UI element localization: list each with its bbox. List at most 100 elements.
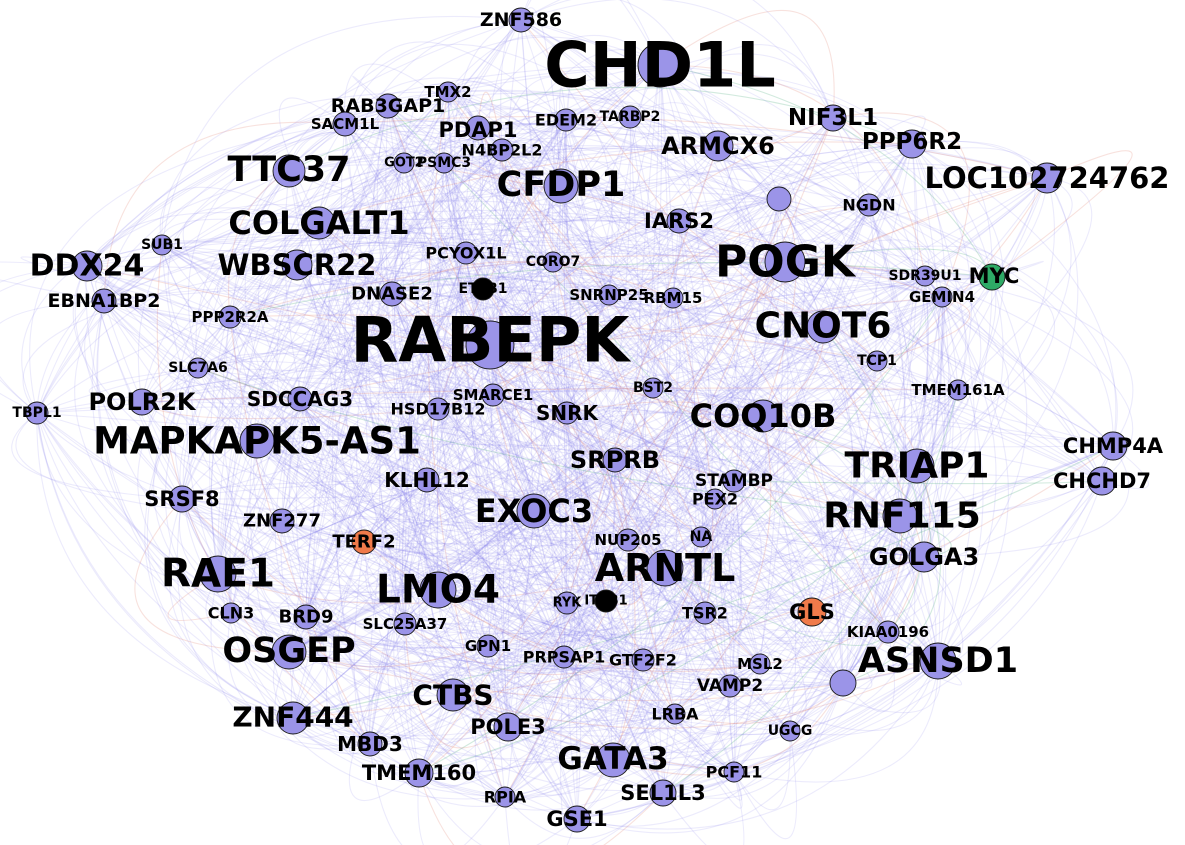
node-ngdn[interactable]: [857, 193, 881, 217]
node-sdr39u1[interactable]: [914, 265, 936, 287]
node-cln3[interactable]: [220, 602, 242, 624]
edge: [144, 367, 294, 719]
node-rab3gap1[interactable]: [375, 93, 401, 119]
node-wbscr22[interactable]: [281, 249, 313, 281]
node-psmc3[interactable]: [433, 152, 455, 174]
node-nup205[interactable]: [616, 528, 640, 552]
node-snrnp25[interactable]: [598, 284, 620, 306]
node-tmem161a[interactable]: [947, 379, 969, 401]
node-gls[interactable]: [797, 597, 827, 627]
node-tmem160[interactable]: [404, 758, 434, 788]
node-dnase2[interactable]: [379, 281, 405, 307]
node-ryk[interactable]: [555, 591, 579, 615]
node-triap1[interactable]: [899, 448, 935, 484]
edge: [288, 261, 554, 653]
node-mapkapk5-as1[interactable]: [239, 423, 275, 459]
edge: [305, 539, 629, 625]
node-smarce1[interactable]: [481, 383, 505, 407]
node-bst2[interactable]: [642, 377, 664, 399]
node-vamp2[interactable]: [718, 674, 742, 698]
node-kiaa0196[interactable]: [876, 620, 900, 644]
node-rbm15[interactable]: [662, 287, 684, 309]
node-pex2[interactable]: [704, 488, 726, 510]
node-terf2[interactable]: [351, 529, 377, 555]
node-znf277[interactable]: [269, 508, 295, 534]
node-srprb[interactable]: [602, 447, 628, 473]
node-gtf2f2[interactable]: [631, 648, 655, 672]
node-edem2[interactable]: [554, 108, 578, 132]
node-brd9[interactable]: [293, 604, 319, 630]
node-ttc37[interactable]: [272, 154, 306, 188]
node-itgb1[interactable]: [594, 589, 618, 613]
node-coro7[interactable]: [542, 251, 564, 273]
node-armcx6[interactable]: [702, 130, 734, 162]
node-znf444[interactable]: [276, 701, 310, 735]
node-tcp1[interactable]: [866, 350, 888, 372]
node-arntl[interactable]: [646, 549, 684, 587]
node-unlabeled[interactable]: [766, 186, 792, 212]
node-n4bp2l2[interactable]: [490, 138, 514, 162]
node-coq10b[interactable]: [746, 399, 780, 433]
node-pole3[interactable]: [493, 712, 523, 742]
node-osgep[interactable]: [271, 634, 307, 670]
node-gemin4[interactable]: [931, 286, 953, 308]
node-unlabeled[interactable]: [829, 669, 857, 697]
edge: [36, 412, 666, 569]
node-loc102724762[interactable]: [1031, 162, 1063, 194]
node-myc[interactable]: [978, 263, 1006, 291]
node-ppp2r2a[interactable]: [218, 305, 242, 329]
node-chchd7[interactable]: [1087, 466, 1117, 496]
node-na[interactable]: [690, 526, 712, 548]
node-prpsap1[interactable]: [552, 645, 576, 669]
node-lmo4[interactable]: [419, 571, 457, 609]
node-polr2k[interactable]: [128, 388, 156, 416]
node-cnot6[interactable]: [806, 310, 840, 344]
node-rae1[interactable]: [199, 555, 237, 593]
node-znf586[interactable]: [508, 7, 534, 33]
node-rabepk[interactable]: [465, 320, 515, 370]
node-colgalt1[interactable]: [302, 206, 336, 240]
node-ppp6r2[interactable]: [897, 129, 927, 159]
node-chd1l[interactable]: [637, 42, 683, 88]
node-pcyox1l[interactable]: [454, 241, 478, 265]
node-ctbs[interactable]: [436, 678, 470, 712]
node-nif3l1[interactable]: [819, 104, 847, 132]
node-msl2[interactable]: [749, 653, 771, 675]
node-ddx24[interactable]: [71, 250, 103, 282]
node-golga3[interactable]: [908, 541, 940, 573]
node-lrba[interactable]: [664, 703, 686, 725]
node-gata3[interactable]: [595, 742, 631, 778]
node-slc25a37[interactable]: [393, 612, 417, 636]
node-tarbp2[interactable]: [618, 105, 642, 129]
node-gpn1[interactable]: [476, 634, 500, 658]
node-etfb1[interactable]: [471, 277, 495, 301]
node-slc7a6[interactable]: [187, 357, 209, 379]
node-sdccag3[interactable]: [287, 386, 313, 412]
node-tsr2[interactable]: [693, 601, 717, 625]
node-cfdp1[interactable]: [543, 168, 579, 204]
node-pogk[interactable]: [764, 241, 806, 283]
node-sub1[interactable]: [151, 234, 173, 256]
node-mbd3[interactable]: [357, 731, 383, 757]
node-ugcg[interactable]: [779, 720, 801, 742]
node-exoc3[interactable]: [516, 493, 552, 529]
node-pdap1[interactable]: [465, 115, 491, 141]
node-sacm1l[interactable]: [332, 111, 358, 137]
node-sel1l3[interactable]: [649, 779, 677, 807]
node-pcf11[interactable]: [723, 761, 745, 783]
node-tbpl1[interactable]: [25, 401, 49, 425]
node-stambp[interactable]: [722, 469, 746, 493]
node-snrk[interactable]: [555, 401, 579, 425]
node-srsf8[interactable]: [168, 485, 196, 513]
node-gse1[interactable]: [563, 805, 591, 833]
node-rnf115[interactable]: [882, 498, 918, 534]
node-tmx2[interactable]: [437, 81, 459, 103]
node-got2[interactable]: [393, 152, 415, 174]
node-rpia[interactable]: [494, 786, 516, 808]
node-asnsd1[interactable]: [919, 642, 957, 680]
node-klhl12[interactable]: [414, 467, 440, 493]
node-ebna1bp2[interactable]: [91, 288, 117, 314]
node-hsd17b12[interactable]: [426, 397, 450, 421]
node-iars2[interactable]: [666, 208, 692, 234]
node-chmp4a[interactable]: [1098, 431, 1128, 461]
